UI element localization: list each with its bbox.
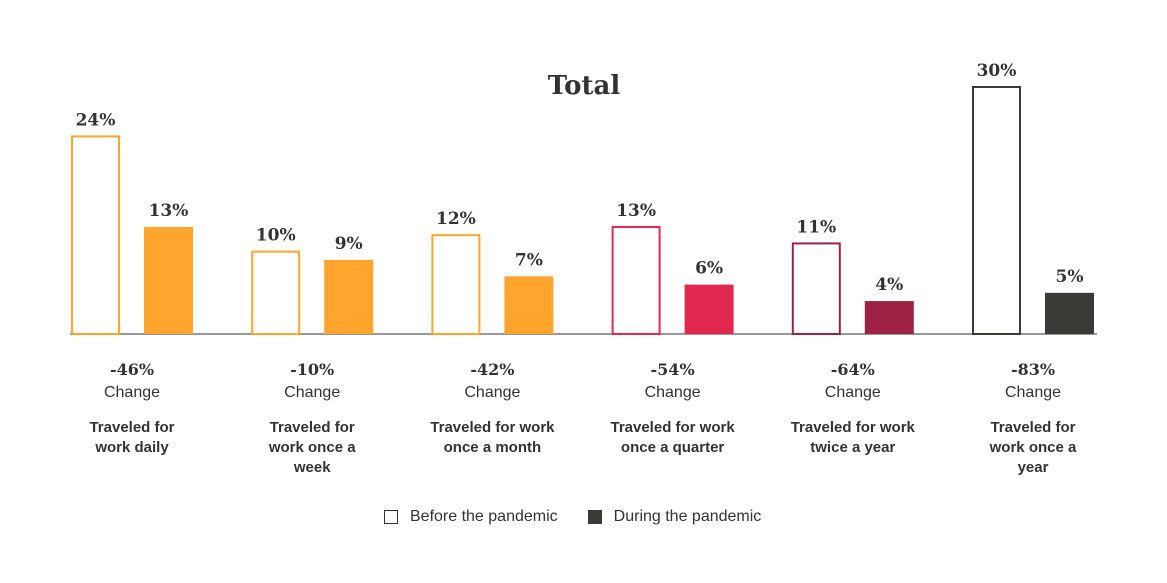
category-label-line: Traveled for	[89, 419, 174, 436]
bar-during-2	[504, 276, 554, 334]
category-label-line: work daily	[94, 439, 169, 456]
category-label-line: once a quarter	[621, 439, 725, 456]
bars-group	[71, 86, 1094, 336]
change-label-3: Change	[645, 384, 701, 401]
category-label-line: work once a	[989, 439, 1077, 456]
value-label-before-5: 30%	[977, 61, 1017, 81]
value-label-before-1: 10%	[256, 226, 296, 246]
change-value-4: -64%	[831, 360, 875, 379]
bar-during-5	[1045, 292, 1094, 334]
change-label-2: Change	[464, 384, 520, 401]
category-label-line: once a month	[444, 439, 542, 456]
legend-label-before: Before the pandemic	[410, 508, 558, 525]
category-label-line: Traveled for work	[791, 419, 916, 436]
change-value-0: -46%	[110, 360, 154, 379]
category-label-line: Traveled for work	[610, 419, 735, 436]
value-label-before-3: 13%	[616, 201, 656, 221]
change-value-1: -10%	[290, 360, 334, 379]
bar-during-0	[144, 226, 193, 334]
bar-before-5	[972, 86, 1021, 335]
legend-item-during: During the pandemic	[587, 508, 762, 526]
category-label-5: Traveled for work once a year	[989, 419, 1077, 476]
category-label-1: Traveled for work once a week	[268, 419, 356, 476]
bar-during-1	[324, 259, 374, 334]
change-value-3: -54%	[651, 360, 695, 379]
bar-before-3	[611, 225, 661, 335]
bar-before-2	[431, 234, 481, 335]
legend-swatch-during	[587, 510, 602, 524]
category-label-2: Traveled for work once a month	[430, 419, 555, 456]
bar-before-0	[71, 135, 120, 335]
value-label-before-4: 11%	[796, 217, 836, 237]
chart-title: Total	[548, 71, 621, 101]
category-label-0: Traveled for work daily	[89, 419, 174, 456]
legend-label-during: During the pandemic	[613, 508, 762, 525]
value-label-during-1: 9%	[335, 234, 363, 254]
change-label-5: Change	[1005, 384, 1061, 401]
legend: Before the pandemic During the pandemic	[384, 508, 791, 526]
category-label-3: Traveled for work once a quarter	[610, 419, 735, 456]
labels-group: 24% 13% -46% Change Traveled for work daily 10…	[76, 61, 1084, 476]
bar-during-3	[684, 284, 734, 334]
change-label-1: Change	[284, 384, 340, 401]
value-label-during-2: 7%	[515, 250, 543, 270]
category-label-line: work once a	[268, 439, 356, 456]
category-label-line: Traveled for work	[430, 419, 555, 436]
value-label-during-4: 4%	[875, 275, 903, 295]
value-label-during-5: 5%	[1056, 267, 1084, 287]
category-label-line: twice a year	[810, 439, 895, 456]
bar-before-4	[791, 242, 841, 335]
value-label-before-0: 24%	[76, 110, 116, 130]
change-value-2: -42%	[470, 360, 514, 379]
legend-swatch-before	[384, 510, 398, 524]
bar-before-1	[251, 250, 301, 336]
change-label-0: Change	[104, 384, 160, 401]
change-label-4: Change	[825, 384, 881, 401]
category-label-line: week	[293, 459, 331, 476]
category-label-line: Traveled for	[990, 419, 1075, 436]
category-label-4: Traveled for work twice a year	[791, 419, 916, 456]
change-value-5: -83%	[1011, 360, 1055, 379]
category-label-line: Traveled for	[270, 419, 355, 436]
bar-during-4	[864, 301, 914, 334]
value-label-during-0: 13%	[149, 201, 189, 221]
legend-item-before: Before the pandemic	[384, 508, 558, 526]
value-label-before-2: 12%	[436, 209, 476, 229]
category-label-line: year	[1018, 459, 1049, 476]
value-label-during-3: 6%	[695, 259, 723, 279]
